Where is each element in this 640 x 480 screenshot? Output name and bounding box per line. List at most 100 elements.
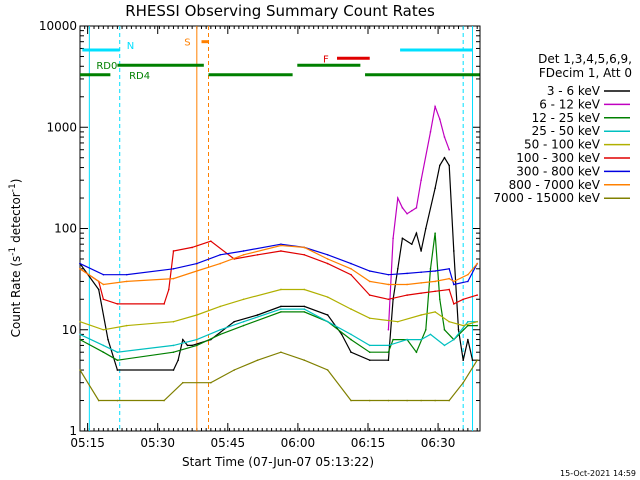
series-line-6 [79,243,478,286]
x-tick-label: 06:00 [281,436,316,450]
data-point-1 [443,136,446,138]
data-point-5 [326,262,329,265]
data-point-8 [406,399,408,402]
data-point-0 [448,164,450,167]
data-point-5 [350,273,352,276]
series-line-4 [79,288,478,331]
data-point-7 [350,267,352,270]
annotation-label-s: S [184,38,190,49]
data-point-8 [326,369,329,371]
data-point-2 [303,311,306,313]
data-point-2 [392,338,394,341]
data-point-5 [256,253,259,256]
data-point-7 [219,262,221,265]
data-point-3 [368,344,371,347]
data-point-2 [368,351,371,354]
data-point-0 [182,338,184,341]
data-point-6 [219,253,221,256]
data-point-2 [429,267,432,270]
series-line-3 [79,308,478,353]
data-point-3 [219,328,221,331]
x-tick-label: 06:30 [421,436,456,450]
data-point-5 [420,292,422,294]
data-point-1 [406,212,408,215]
chart-title: RHESSI Observing Summary Count Rates [125,2,435,20]
data-point-4 [462,324,464,327]
legend-label-0: 3 - 6 keV [547,84,601,98]
data-point-7 [172,277,175,280]
plot-area: 1 10 100 1000 10000 05:15 05:30 05:45 06:00 06:15… [39,19,481,450]
data-point-4 [125,324,128,327]
legend-header-2: FDecim 1, Att 0 [539,66,632,80]
legend-header-1: Det 1,3,4,5,6,9, [538,52,632,66]
data-point-2 [415,351,418,354]
data-point-8 [163,399,165,402]
data-point-6 [280,243,282,245]
data-point-5 [191,246,193,249]
data-point-5 [163,303,165,305]
data-point-2 [434,232,436,234]
data-point-3 [387,344,390,347]
y-tick-label: 100 [54,222,77,236]
data-point-7 [420,282,422,284]
y-tick-label: 10 [62,323,77,337]
data-point-4 [196,314,198,316]
data-point-0 [410,243,413,245]
data-point-0 [280,305,282,308]
series-line-5 [79,240,478,305]
data-point-6 [79,262,81,265]
data-point-2 [467,324,469,327]
data-point-8 [97,399,100,402]
data-point-6 [448,267,450,270]
data-point-1 [448,148,450,151]
x-tick-label: 05:45 [211,436,246,450]
data-point-1 [434,105,436,108]
data-point-4 [326,296,329,298]
data-point-2 [79,338,81,341]
data-point-8 [420,399,422,402]
data-point-3 [102,344,105,347]
data-point-4 [434,311,436,313]
data-point-1 [415,207,418,209]
data-point-4 [476,320,478,323]
data-point-3 [429,333,432,336]
data-point-7 [448,277,450,280]
data-point-2 [219,333,221,336]
data-point-7 [368,280,371,283]
data-point-0 [453,250,455,252]
x-tick-label: 05:15 [70,436,105,450]
data-point-0 [326,314,329,316]
data-point-5 [102,298,105,301]
data-point-5 [210,240,212,242]
data-point-3 [420,338,422,341]
data-point-2 [424,328,427,331]
data-point-0 [457,328,460,331]
data-point-8 [476,359,478,362]
data-point-8 [350,399,352,402]
data-point-0 [350,351,352,354]
legend-label-4: 50 - 100 keV [524,138,601,152]
data-point-5 [453,303,455,305]
data-point-7 [453,280,455,283]
y-axis-label-sup: -1 [8,247,18,256]
legend-label-2: 12 - 25 keV [532,111,601,125]
legend-label-7: 800 - 7000 keV [509,178,601,192]
data-point-4 [219,305,221,308]
data-point-4 [79,320,81,323]
data-point-6 [420,271,422,274]
data-point-7 [303,246,306,249]
data-point-0 [107,338,109,341]
data-point-3 [79,333,81,336]
legend-label-8: 7000 - 15000 keV [493,191,600,205]
data-point-1 [401,207,404,209]
data-point-8 [210,381,212,384]
svg-text:Count Rate (s-1 detector-1): Count Rate (s-1 detector-1) [8,179,23,338]
y-tick-label: 1000 [46,120,77,134]
data-point-6 [467,280,469,283]
data-point-7 [326,258,329,260]
annotation-label-rd0: RD0 [96,61,117,72]
x-tick-label: 05:30 [140,436,175,450]
data-point-2 [242,324,245,327]
data-point-3 [196,338,198,341]
data-point-8 [256,359,259,362]
